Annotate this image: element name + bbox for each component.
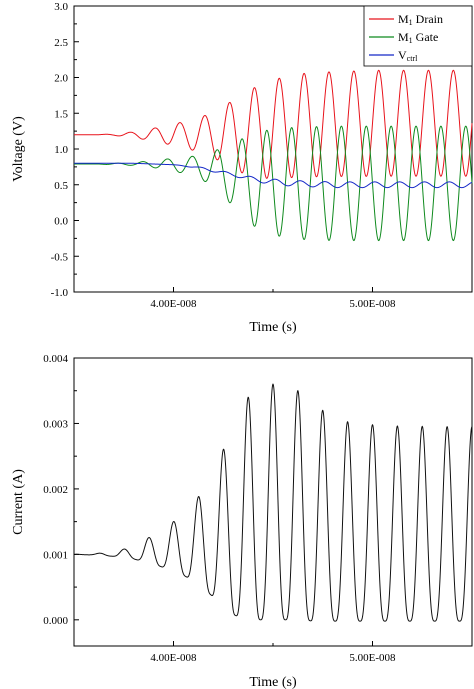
voltage-y-tick-label: -1.0 xyxy=(51,287,69,299)
current-plot-frame xyxy=(73,357,473,647)
voltage-ticks-group: -1.0 -0.5 0.0 0.5 1.0 1.5 2.0 2.5 3.0 4.00E-008 5.… xyxy=(51,1,396,310)
current-y-axis-label: Current (A) xyxy=(11,469,26,535)
voltage-x-axis-label: Time (s) xyxy=(249,320,297,335)
current-series-line-0 xyxy=(74,383,473,622)
voltage-series-line-2 xyxy=(74,162,473,189)
voltage-x-tick-label: 5.00E-008 xyxy=(349,298,396,310)
voltage-y-tick-label: 1.5 xyxy=(54,108,68,120)
current-y-tick-label: 0.002 xyxy=(43,484,68,496)
legend-entry-label: M1 Drain xyxy=(398,12,443,27)
current-y-tick-label: 0.000 xyxy=(43,615,68,627)
legend-entry-label: Vctrl xyxy=(398,48,418,63)
current-y-tick-label: 0.004 xyxy=(43,353,68,365)
current-x-tick-label: 5.00E-008 xyxy=(349,652,396,664)
voltage-y-axis-label: Voltage (V) xyxy=(11,116,26,182)
current-series-group xyxy=(74,383,473,622)
voltage-y-tick-label: 2.0 xyxy=(54,73,68,85)
voltage-y-tick-label: 3.0 xyxy=(54,1,68,13)
current-y-tick-label: 0.001 xyxy=(43,549,68,561)
voltage-series-line-1 xyxy=(74,125,473,242)
voltage-y-tick-label: 1.0 xyxy=(54,144,68,156)
voltage-legend: M1 Drain M1 Gate Vctrl xyxy=(363,5,473,67)
current-x-axis-label: Time (s) xyxy=(249,675,297,689)
voltage-y-tick-label: 0.5 xyxy=(54,180,68,192)
voltage-series-line-0 xyxy=(74,69,473,179)
legend-entry-label: M1 Gate xyxy=(398,30,438,45)
voltage-x-tick-label: 4.00E-008 xyxy=(150,298,197,310)
current-x-tick-label: 4.00E-008 xyxy=(150,652,197,664)
current-chart: 0.000 0.001 0.002 0.003 0.004 4.00E-008 5.00E-… xyxy=(11,353,473,689)
current-y-tick-label: 0.003 xyxy=(43,418,68,430)
voltage-chart: -1.0 -0.5 0.0 0.5 1.0 1.5 2.0 2.5 3.0 4.00E-008 5.… xyxy=(11,1,473,335)
voltage-y-tick-label: -0.5 xyxy=(51,251,69,263)
voltage-y-tick-label: 0.0 xyxy=(54,216,68,228)
current-ticks-group: 0.000 0.001 0.002 0.003 0.004 4.00E-008 5.00E-… xyxy=(43,353,396,664)
voltage-y-tick-label: 2.5 xyxy=(54,37,68,49)
legend-frame xyxy=(363,5,473,67)
voltage-series-group xyxy=(74,69,473,242)
